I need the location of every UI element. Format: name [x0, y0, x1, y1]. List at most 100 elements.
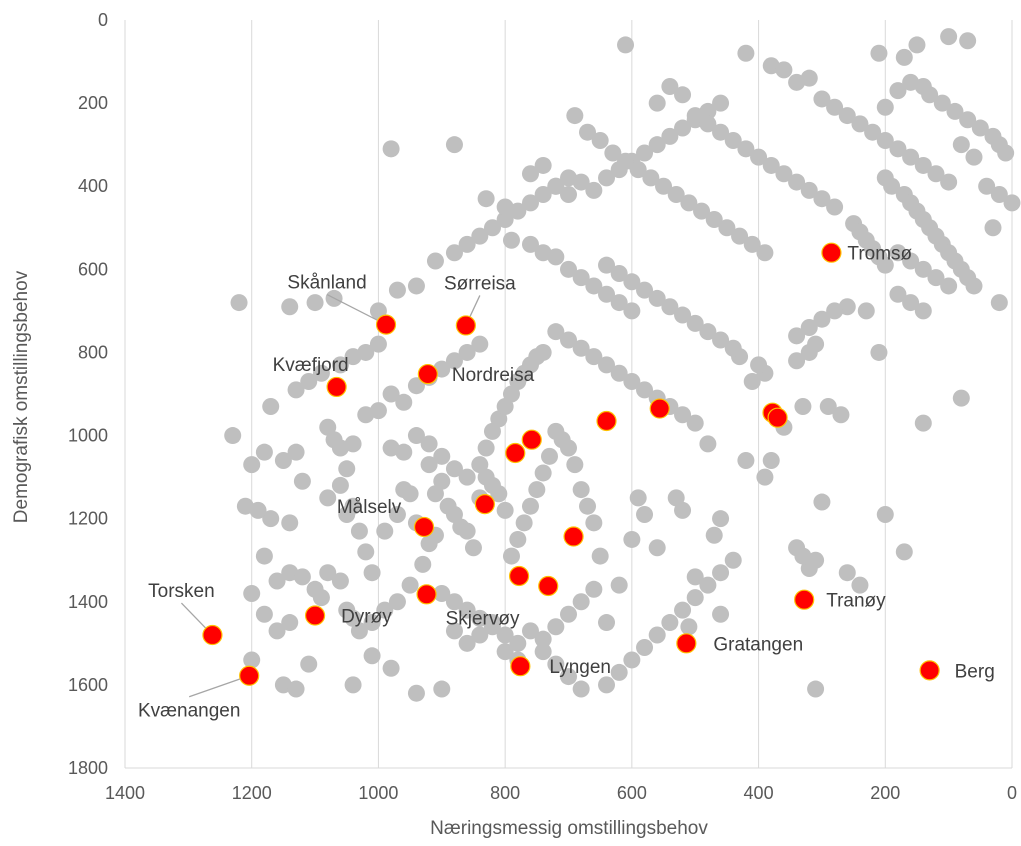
data-point: [686, 314, 704, 332]
data-point: [445, 593, 463, 611]
data-point: [971, 119, 989, 137]
data-point: [642, 169, 660, 187]
data-point: [788, 352, 806, 370]
data-point: [724, 339, 742, 357]
data-point: [300, 655, 318, 673]
highlighted-data-point: [563, 526, 584, 547]
highlighted-data-point: [505, 442, 526, 464]
point-label: Lyngen: [549, 657, 611, 678]
data-point: [895, 48, 913, 66]
data-point: [312, 364, 330, 382]
data-point: [667, 489, 685, 507]
data-point: [724, 132, 742, 150]
data-point: [788, 327, 806, 345]
data-point: [560, 186, 577, 204]
y-tick-label: 0: [98, 10, 108, 30]
data-point: [655, 177, 673, 195]
data-point: [281, 298, 299, 316]
data-point: [458, 601, 476, 619]
data-point: [224, 427, 242, 445]
data-point: [471, 609, 489, 627]
data-point: [363, 614, 381, 632]
highlighted-data-point: [521, 429, 542, 450]
data-point: [331, 356, 349, 374]
data-point: [496, 210, 514, 228]
data-point: [952, 136, 970, 154]
data-point: [902, 148, 920, 166]
data-point: [376, 522, 394, 540]
data-point: [686, 589, 704, 607]
data-point: [502, 547, 520, 565]
data-point: [521, 622, 539, 640]
data-point: [724, 551, 742, 569]
data-point: [699, 576, 717, 594]
data-point: [946, 102, 964, 120]
data-point: [287, 443, 305, 461]
highlighted-data-point: [821, 242, 842, 263]
data-point: [262, 510, 280, 528]
data-point: [661, 298, 679, 316]
highlighted-data-point: [510, 656, 531, 677]
data-point: [756, 468, 774, 486]
data-point: [598, 356, 616, 374]
data-point: [889, 285, 907, 303]
data-point: [623, 373, 641, 391]
point-label: Gratangen: [713, 634, 803, 655]
data-point: [857, 302, 875, 320]
highlighted-data-point: [767, 407, 788, 428]
data-point: [496, 198, 514, 216]
data-point: [617, 36, 635, 54]
data-point: [914, 156, 932, 174]
data-point: [515, 514, 533, 532]
y-tick-label: 1400: [68, 592, 108, 612]
data-point: [572, 680, 590, 698]
data-point: [610, 663, 628, 681]
data-point: [800, 343, 818, 361]
data-point: [477, 190, 495, 208]
data-point: [680, 618, 698, 636]
y-axis-title: Demografisk omstillingsbehov: [11, 270, 32, 523]
data-point: [838, 564, 856, 582]
data-point: [895, 543, 913, 561]
data-point: [420, 435, 438, 453]
data-point: [483, 219, 501, 237]
data-point: [743, 373, 761, 391]
data-point: [933, 94, 951, 112]
data-point: [712, 564, 730, 582]
highlighted-data-point: [304, 605, 326, 626]
data-point: [674, 601, 692, 619]
data-point: [255, 605, 273, 623]
data-point: [889, 244, 907, 262]
data-point: [819, 397, 837, 415]
data-point: [445, 622, 463, 640]
point-label: Tromsø: [847, 244, 912, 265]
data-point: [433, 584, 451, 602]
data-point: [388, 281, 406, 299]
data-point: [312, 589, 330, 607]
data-point: [243, 651, 261, 669]
point-label: Skånland: [287, 273, 366, 294]
data-point: [547, 248, 565, 266]
data-point: [560, 260, 577, 278]
data-point: [230, 294, 248, 312]
data-point: [699, 115, 717, 133]
y-tick-label: 600: [78, 259, 108, 279]
data-point: [680, 194, 698, 212]
leader-line: [326, 294, 387, 326]
data-point: [712, 123, 730, 141]
data-point: [598, 614, 616, 632]
data-point: [623, 273, 641, 291]
data-point: [984, 219, 1002, 237]
y-tick-label: 800: [78, 342, 108, 362]
data-point: [471, 335, 489, 353]
data-point: [572, 339, 590, 357]
highlighted-data-point: [596, 410, 617, 432]
y-tick-label: 1000: [68, 426, 108, 446]
data-point: [864, 123, 882, 141]
data-point: [775, 61, 793, 79]
data-point: [528, 481, 546, 499]
data-point: [331, 572, 349, 590]
highlighted-data-point: [326, 376, 347, 398]
data-point: [775, 165, 793, 183]
data-point: [534, 156, 552, 174]
